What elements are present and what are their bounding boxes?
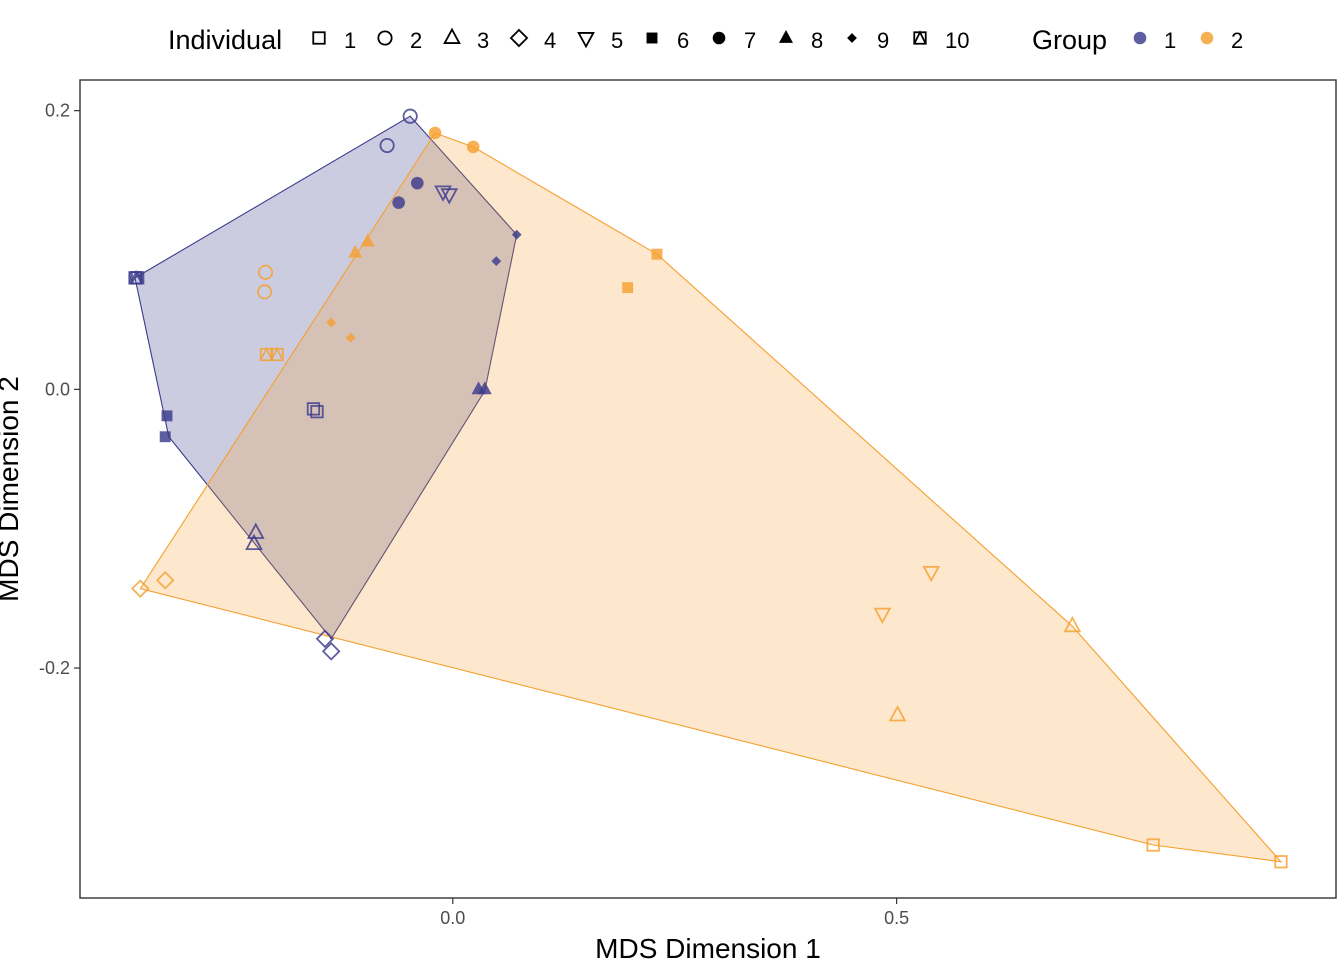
legend-label-individual-2: 2 [410, 28, 422, 53]
point-g2-ind9 [326, 317, 337, 328]
point-g2-ind6 [622, 282, 634, 294]
plot-panel-border [79, 79, 1337, 899]
legend-group-title: Group [1032, 25, 1107, 55]
point-g2-ind1 [1146, 838, 1160, 852]
point-g1-ind1 [306, 402, 321, 416]
point-g2-ind2 [257, 284, 273, 300]
point-g2-ind4 [155, 570, 175, 590]
point-g2-ind2 [257, 264, 274, 280]
x-tick-label: 0.5 [884, 908, 909, 928]
point-g2-ind10 [270, 346, 284, 362]
x-axis-ticks: 0.0 0.5 [440, 898, 909, 928]
hull-group-2 [139, 132, 1283, 863]
point-g1-ind5 [434, 185, 452, 202]
x-tick-label: 0.0 [440, 908, 465, 928]
point-g1-ind9 [511, 229, 522, 240]
point-g2-ind8 [348, 244, 363, 258]
legend-key-individual-6 [646, 32, 658, 44]
legend-label-group-2: 2 [1231, 28, 1243, 53]
y-axis-ticks: -0.2 0.0 0.2 [39, 101, 80, 678]
legend-key-individual-8 [779, 29, 793, 43]
point-g2-ind5 [873, 607, 892, 625]
y-axis-title: MDS Dimension 2 [0, 376, 24, 602]
point-g1-ind9 [491, 256, 502, 267]
legend-key-individual-4 [509, 28, 529, 48]
point-g1-ind7 [411, 176, 424, 190]
point-g2-ind7 [466, 140, 480, 154]
point-g1-ind6 [159, 431, 171, 443]
point-g2-ind3 [888, 705, 907, 722]
point-g2-ind4 [131, 579, 150, 598]
point-g2-ind1 [1274, 855, 1288, 869]
x-axis-title: MDS Dimension 1 [595, 933, 821, 960]
point-g1-ind3 [245, 533, 263, 551]
point-g1-ind5 [440, 188, 459, 205]
point-g1-ind4 [321, 642, 341, 661]
y-tick-label: 0.0 [45, 379, 70, 399]
legend-label-individual-9: 9 [877, 28, 889, 53]
legend-key-individual-10 [913, 30, 927, 45]
legend-individual-items: 1 2 3 4 5 6 7 8 9 10 [312, 27, 969, 53]
legend-key-group-1 [1133, 31, 1147, 45]
point-g2-ind5 [922, 565, 941, 583]
legend-key-individual-2 [377, 30, 393, 46]
point-g1-ind7 [392, 196, 405, 209]
legend-key-individual-3 [443, 27, 461, 44]
point-g2-ind3 [1063, 615, 1082, 633]
legend-label-individual-3: 3 [477, 28, 489, 53]
point-g1-ind2 [402, 108, 418, 124]
legend-key-group-2 [1200, 31, 1214, 45]
point-g2-ind8 [360, 233, 375, 247]
data-points [128, 108, 1288, 869]
legend-label-individual-4: 4 [544, 28, 556, 53]
group-hulls [134, 115, 1283, 863]
point-g1-ind2 [379, 137, 395, 154]
legend-label-group-1: 1 [1164, 28, 1176, 53]
legend-individual-title: Individual [168, 25, 282, 55]
point-g1-ind8 [477, 381, 492, 395]
y-tick-label: -0.2 [39, 658, 70, 678]
legend-key-individual-7 [712, 31, 726, 45]
legend-label-individual-10: 10 [945, 28, 969, 53]
y-tick-label: 0.2 [45, 101, 70, 121]
point-g1-ind4 [315, 629, 335, 649]
legend-key-individual-9 [847, 33, 857, 43]
legend-label-individual-5: 5 [611, 28, 623, 53]
point-g2-ind7 [428, 126, 442, 140]
point-g1-ind1 [310, 405, 324, 419]
point-g1-ind10 [131, 270, 145, 285]
legend-label-individual-8: 8 [811, 28, 823, 53]
point-g1-ind6 [161, 410, 173, 422]
point-g2-ind9 [345, 332, 356, 343]
legend-label-individual-1: 1 [344, 28, 356, 53]
point-g2-ind6 [651, 248, 663, 260]
legend-label-individual-7: 7 [744, 28, 756, 53]
legend-key-individual-1 [312, 31, 326, 45]
legend-label-individual-6: 6 [677, 28, 689, 53]
legend-key-individual-5 [577, 32, 595, 49]
